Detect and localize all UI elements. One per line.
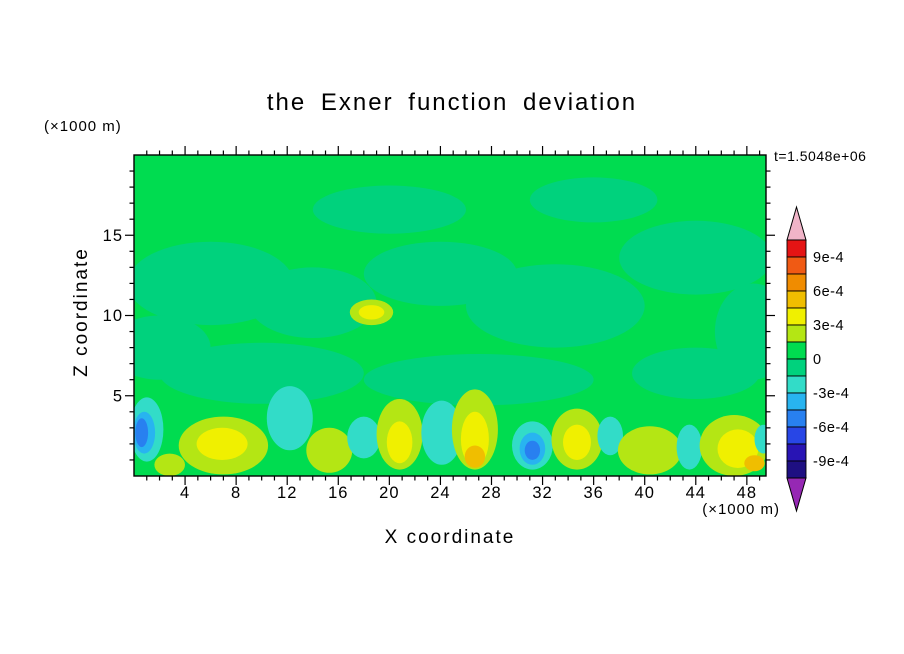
contour-blob-yel bbox=[358, 305, 385, 320]
x-tick-label: 24 bbox=[430, 484, 450, 502]
x-tick-label: 36 bbox=[583, 484, 603, 502]
x-tick-label: 44 bbox=[686, 484, 706, 502]
contour-blob-cyn bbox=[754, 424, 766, 454]
contour-blob-yel bbox=[563, 424, 591, 460]
contour-blob-g2 bbox=[248, 267, 377, 339]
y-tick-label: 15 bbox=[103, 227, 123, 245]
x-tick-label: 40 bbox=[635, 484, 655, 502]
contour-blob-cyn bbox=[676, 424, 703, 470]
plot-title: the Exner function deviation bbox=[266, 89, 638, 116]
colorbar-tick-label: -6e-4 bbox=[813, 420, 849, 436]
y-axis-unit-label: (×1000 m) bbox=[44, 118, 122, 135]
colorbar-tick-label: -3e-4 bbox=[813, 386, 849, 402]
contour-blob-g2 bbox=[363, 354, 594, 406]
colorbar-tick-label: 9e-4 bbox=[813, 250, 844, 266]
plot-frame bbox=[133, 154, 767, 477]
contour-blob-amb bbox=[744, 455, 765, 472]
axis-ticks bbox=[125, 146, 775, 485]
contour-blob-yg bbox=[617, 426, 682, 475]
y-tick-labels: 5 10 15 bbox=[103, 227, 123, 406]
contour-blob-yel bbox=[196, 427, 248, 460]
colorbar-segment bbox=[786, 375, 807, 394]
x-tick-label: 12 bbox=[277, 484, 297, 502]
colorbar-segment bbox=[786, 443, 807, 462]
colorbar-segment bbox=[786, 358, 807, 377]
y-axis-label: Z coordinate bbox=[71, 247, 92, 377]
x-tick-label: 32 bbox=[532, 484, 552, 502]
contour-blob-g2 bbox=[465, 264, 645, 348]
contour-blob-blu bbox=[135, 418, 149, 448]
colorbar-tick-label: 0 bbox=[813, 352, 822, 368]
x-tick-label: 8 bbox=[231, 484, 241, 502]
colorbar-tick-label: -9e-4 bbox=[813, 454, 849, 470]
colorbar-segment bbox=[786, 239, 807, 258]
colorbar-segment bbox=[786, 409, 807, 428]
contour-blob-g2 bbox=[619, 220, 766, 295]
contour-blob-yg bbox=[306, 427, 353, 473]
colorbar-tick-label: 6e-4 bbox=[813, 284, 844, 300]
contour-blob-g2 bbox=[714, 283, 766, 380]
colorbar-segment bbox=[786, 460, 807, 479]
colorbar-segment bbox=[786, 273, 807, 292]
y-tick-label: 10 bbox=[103, 307, 123, 325]
contour-blob-cyn bbox=[421, 400, 463, 465]
contour-blob-g2 bbox=[529, 177, 658, 223]
x-tick-label: 28 bbox=[481, 484, 501, 502]
colorbar-under-arrow bbox=[786, 477, 807, 513]
colorbar-segment bbox=[786, 324, 807, 343]
x-tick-label: 20 bbox=[379, 484, 399, 502]
x-axis-label: X coordinate bbox=[384, 527, 516, 548]
colorbar-segment bbox=[786, 307, 807, 326]
contour-blob-g2 bbox=[159, 342, 364, 404]
colorbar-over-arrow bbox=[786, 205, 807, 241]
colorbar-tick-label: 3e-4 bbox=[813, 318, 844, 334]
colorbar-segment bbox=[786, 341, 807, 360]
colorbar-segment bbox=[786, 290, 807, 309]
x-tick-labels: 4 8 12 16 20 24 28 32 36 40 44 48 bbox=[180, 484, 757, 502]
contour-blob-g2 bbox=[134, 315, 211, 380]
contour-blob-g2 bbox=[312, 185, 466, 234]
colorbar-segment bbox=[786, 392, 807, 411]
contour-blob-amb bbox=[464, 445, 486, 468]
contour-blob-cyn bbox=[266, 386, 313, 451]
colorbar-segment bbox=[786, 426, 807, 445]
contour-blob-cyn bbox=[597, 416, 623, 456]
x-tick-label: 4 bbox=[180, 484, 190, 502]
contour-blob-yg bbox=[154, 453, 185, 476]
time-annotation: t=1.5048e+06 bbox=[774, 148, 867, 164]
contour-blob-cyn bbox=[347, 416, 381, 459]
x-axis-unit-label: (×1000 m) bbox=[702, 501, 780, 518]
contour-blob-blu bbox=[524, 440, 541, 460]
x-tick-label: 48 bbox=[737, 484, 757, 502]
colorbar: 9e-4 6e-4 3e-4 0 -3e-4 -6e-4 -9e-4 bbox=[786, 205, 849, 513]
y-tick-label: 5 bbox=[113, 387, 123, 405]
x-tick-label: 16 bbox=[328, 484, 348, 502]
colorbar-segment bbox=[786, 256, 807, 275]
contour-blob-yel bbox=[386, 421, 413, 464]
contour-field bbox=[134, 155, 766, 476]
